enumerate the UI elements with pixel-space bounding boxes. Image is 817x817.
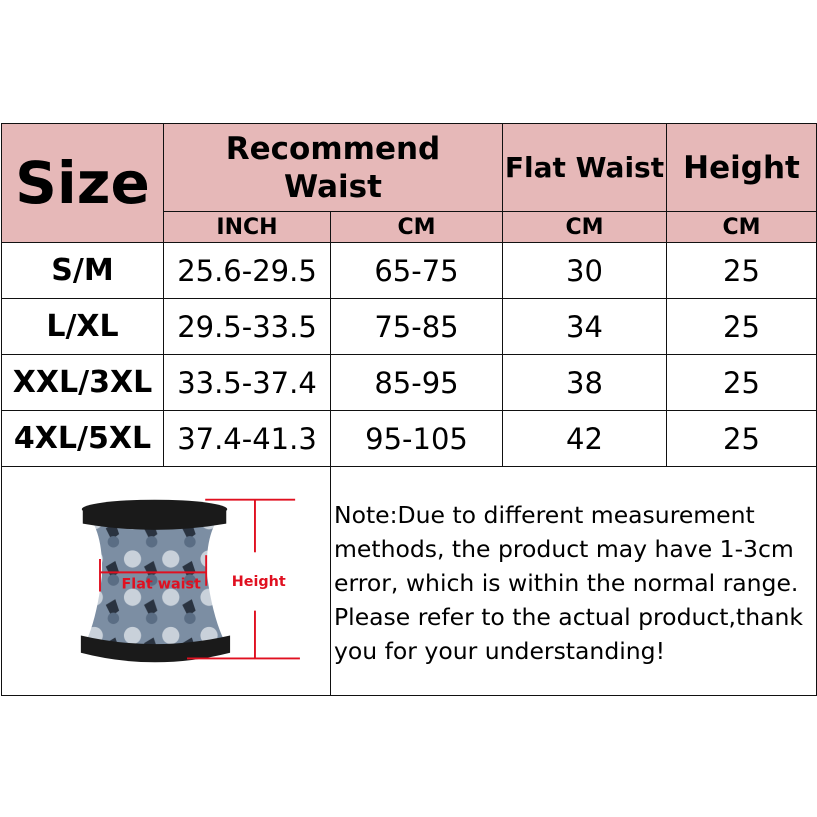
cell-flat: 30 xyxy=(502,242,667,299)
cell-size: L/XL xyxy=(1,298,164,355)
unit-cm-waist: CM xyxy=(330,211,503,243)
cell-size: S/M xyxy=(1,242,164,299)
product-image-cell: Flat waist Height xyxy=(1,466,331,696)
cell-inch: 37.4-41.3 xyxy=(163,410,331,467)
flat-waist-header: Flat Waist xyxy=(502,123,667,212)
cell-size: XXL/3XL xyxy=(1,354,164,411)
cell-size: 4XL/5XL xyxy=(1,410,164,467)
cell-cm: 85-95 xyxy=(330,354,503,411)
unit-cm-height: CM xyxy=(666,211,817,243)
cell-flat: 42 xyxy=(502,410,667,467)
cell-flat: 34 xyxy=(502,298,667,355)
recommend-waist-header: Recommend Waist xyxy=(163,123,503,212)
cell-height: 25 xyxy=(666,298,817,355)
height-header: Height xyxy=(666,123,817,212)
unit-inch: INCH xyxy=(163,211,331,243)
cell-cm: 75-85 xyxy=(330,298,503,355)
height-label: Height xyxy=(232,574,286,590)
cell-height: 25 xyxy=(666,354,817,411)
waist-trainer-diagram: Flat waist Height xyxy=(80,498,300,663)
cell-cm: 95-105 xyxy=(330,410,503,467)
cell-cm: 65-75 xyxy=(330,242,503,299)
note-text: Note:Due to different measurement method… xyxy=(334,501,803,665)
cell-inch: 25.6-29.5 xyxy=(163,242,331,299)
cell-height: 25 xyxy=(666,410,817,467)
cell-flat: 38 xyxy=(502,354,667,411)
size-header: Size xyxy=(1,123,164,243)
cell-inch: 29.5-33.5 xyxy=(163,298,331,355)
cell-height: 25 xyxy=(666,242,817,299)
unit-cm-flat: CM xyxy=(502,211,667,243)
cell-inch: 33.5-37.4 xyxy=(163,354,331,411)
flat-waist-label: Flat waist xyxy=(122,577,202,593)
